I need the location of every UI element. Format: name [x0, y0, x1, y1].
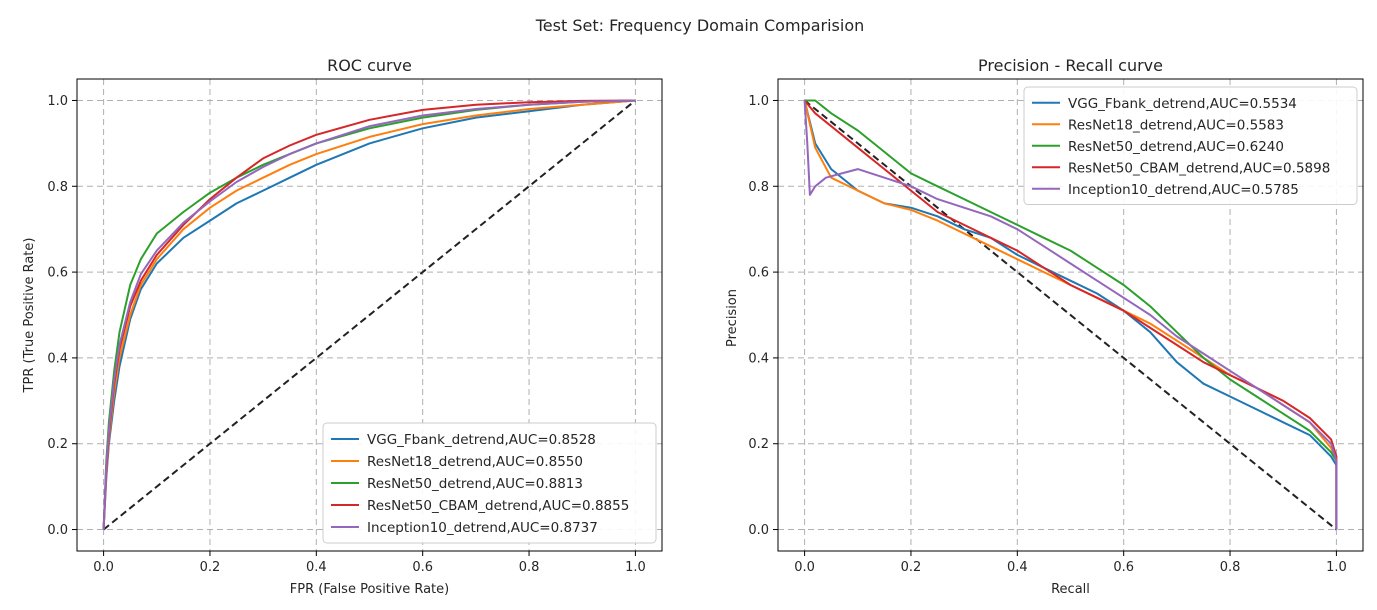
pr-series-3-line	[803, 99, 1338, 530]
roc-y-tick-label-2: 0.4	[47, 351, 68, 366]
roc-legend-label-2: ResNet50_detrend,AUC=0.8813	[367, 476, 583, 492]
pr-chart: 0.0 0.2 0.4 0.6 0.8 1.0 0.0 0.2 0.4 0.6 0.8 1.0 Pr…	[725, 56, 1364, 597]
roc-legend-box	[322, 422, 657, 544]
roc-y-tick-label-4: 0.8	[47, 180, 68, 195]
roc-legend-label-4: Inception10_detrend,AUC=0.8737	[367, 520, 598, 536]
roc-y-ticks: 0.0 0.2 0.4 0.6 0.8 1.0	[47, 94, 77, 538]
pr-y-tick-label-0: 0.0	[748, 523, 769, 538]
pr-x-tick-label-4: 0.8	[1220, 560, 1241, 575]
pr-frame	[777, 78, 1364, 552]
roc-x-tick-label-5: 1.0	[625, 560, 646, 575]
pr-legend-box	[1023, 86, 1358, 205]
pr-legend-label-3: ResNet50_CBAM_detrend,AUC=0.5898	[1068, 160, 1330, 176]
roc-chart: 0.0 0.2 0.4 0.6 0.8 1.0 0.0 0.2 0.4 0.6 0.8 1.0 RO…	[22, 56, 663, 597]
pr-y-ticks: 0.0 0.2 0.4 0.6 0.8 1.0	[748, 94, 778, 538]
pr-x-tick-label-3: 0.6	[1113, 560, 1134, 575]
roc-x-ticks: 0.0 0.2 0.4 0.6 0.8 1.0	[93, 551, 646, 575]
roc-series-0-line	[102, 99, 636, 530]
pr-legend-label-2: ResNet50_detrend,AUC=0.6240	[1068, 139, 1284, 155]
pr-x-tick-label-5: 1.0	[1326, 560, 1347, 575]
roc-legend-label-1: ResNet18_detrend,AUC=0.8550	[367, 454, 583, 470]
roc-legend-label-0: VGG_Fbank_detrend,AUC=0.8528	[367, 432, 596, 448]
roc-y-tick-label-5: 1.0	[47, 94, 68, 109]
roc-y-axis-label: TPR (True Positive Rate)	[22, 238, 37, 394]
pr-y-tick-label-1: 0.2	[748, 437, 769, 452]
pr-y-axis-label: Precision	[725, 289, 740, 347]
figure-title: Test Set: Frequency Domain Comparision	[535, 16, 865, 35]
pr-legend: VGG_Fbank_detrend,AUC=0.5534 ResNet18_det…	[1023, 86, 1358, 205]
pr-series-group	[803, 99, 1338, 530]
roc-y-tick-label-0: 0.0	[47, 523, 68, 538]
pr-legend-label-4: Inception10_detrend,AUC=0.5785	[1068, 182, 1299, 198]
roc-x-tick-label-0: 0.0	[93, 560, 114, 575]
roc-diagonal-line	[102, 99, 637, 531]
roc-x-tick-label-2: 0.4	[306, 560, 327, 575]
roc-x-tick-label-3: 0.6	[412, 560, 433, 575]
roc-y-tick-label-1: 0.2	[47, 437, 68, 452]
roc-series-group	[102, 99, 636, 530]
pr-reference-line	[803, 99, 1338, 531]
pr-legend-label-0: VGG_Fbank_detrend,AUC=0.5534	[1068, 96, 1297, 112]
roc-x-tick-label-4: 0.8	[519, 560, 540, 575]
roc-series-4-line	[102, 99, 636, 530]
pr-x-ticks: 0.0 0.2 0.4 0.6 0.8 1.0	[794, 551, 1347, 575]
pr-series-2-line	[804, 99, 1338, 530]
roc-legend-label-3: ResNet50_CBAM_detrend,AUC=0.8855	[367, 498, 629, 514]
pr-legend-label-1: ResNet18_detrend,AUC=0.5583	[1068, 117, 1284, 133]
pr-x-axis-label: Recall	[1051, 582, 1090, 597]
roc-reference-line	[102, 99, 637, 531]
pr-y-tick-label-5: 1.0	[748, 94, 769, 109]
pr-y-tick-label-3: 0.6	[748, 266, 769, 281]
roc-frame	[76, 78, 663, 552]
pr-x-tick-label-2: 0.4	[1007, 560, 1028, 575]
roc-y-tick-label-3: 0.6	[47, 266, 68, 281]
roc-x-axis-label: FPR (False Positive Rate)	[290, 582, 449, 597]
pr-title: Precision - Recall curve	[978, 56, 1163, 75]
roc-title: ROC curve	[327, 56, 412, 75]
pr-diagonal-line	[803, 99, 1338, 531]
pr-y-tick-label-4: 0.8	[748, 180, 769, 195]
roc-series-1-line	[102, 99, 636, 530]
pr-x-tick-label-1: 0.2	[901, 560, 922, 575]
pr-series-4-line	[803, 100, 1338, 530]
roc-legend: VGG_Fbank_detrend,AUC=0.8528 ResNet18_det…	[322, 422, 657, 544]
roc-series-2-line	[102, 99, 636, 530]
roc-x-tick-label-1: 0.2	[200, 560, 221, 575]
pr-x-tick-label-0: 0.0	[794, 560, 815, 575]
pr-y-tick-label-2: 0.4	[748, 351, 769, 366]
